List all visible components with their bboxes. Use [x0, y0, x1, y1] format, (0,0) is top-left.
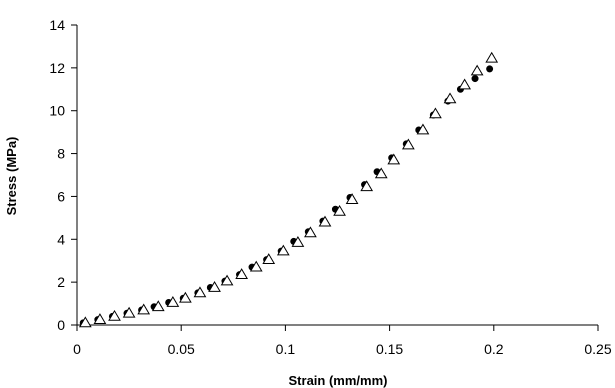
- x-tick-label: 0: [73, 341, 81, 357]
- axes: [76, 25, 598, 326]
- data-point-triangle: [193, 286, 207, 298]
- y-tick-label: 4: [57, 231, 65, 247]
- data-point-triangle: [122, 306, 136, 318]
- series-2: [78, 51, 499, 328]
- data-point-triangle: [235, 268, 249, 279]
- y-axis-ticks: 0 2 4 6 8 10 12 14: [49, 17, 77, 333]
- x-tick-label: 0.15: [376, 341, 403, 357]
- x-tick-label: 0.1: [276, 341, 296, 357]
- x-tick-label: 0.2: [484, 341, 504, 357]
- y-tick-label: 2: [57, 274, 65, 290]
- data-point-triangle: [304, 226, 317, 238]
- data-point-triangle: [360, 180, 374, 192]
- data-point-triangle: [345, 193, 359, 204]
- data-point-triangle: [291, 236, 305, 247]
- data-point-triangle: [333, 204, 346, 216]
- data-point-triangle: [249, 260, 263, 272]
- data-point-triangle: [401, 138, 415, 150]
- y-tick-label: 8: [57, 146, 65, 162]
- data-point-triangle: [443, 92, 457, 104]
- data-point-triangle: [137, 303, 151, 315]
- data-point-triangle: [208, 281, 221, 292]
- data-point-triangle: [485, 51, 499, 63]
- y-tick-label: 10: [49, 103, 65, 119]
- y-tick-label: 0: [57, 317, 65, 333]
- data-point-triangle: [93, 313, 107, 324]
- data-point-triangle: [276, 244, 290, 256]
- data-point-triangle: [178, 291, 192, 303]
- y-axis-title: Stress (MPa): [4, 137, 19, 216]
- data-point-triangle: [318, 215, 332, 227]
- data-point-triangle: [166, 296, 180, 307]
- data-point-circle: [471, 75, 479, 83]
- y-tick-label: 14: [49, 17, 65, 33]
- data-point-triangle: [374, 167, 388, 179]
- data-point-triangle: [220, 274, 234, 286]
- data-point-triangle: [470, 64, 484, 76]
- data-point-triangle: [429, 107, 442, 119]
- y-tick-label: 12: [49, 60, 65, 76]
- data-point-triangle: [151, 300, 165, 312]
- data-point-triangle: [78, 316, 92, 328]
- data-point-triangle: [262, 253, 276, 264]
- x-axis-ticks: 0 0.05 0.1 0.15 0.2 0.25: [73, 325, 612, 357]
- x-tick-label: 0.05: [168, 341, 195, 357]
- data-point-triangle: [458, 78, 471, 90]
- data-point-triangle: [387, 153, 401, 165]
- data-point-circle: [486, 65, 494, 73]
- x-axis-title: Strain (mm/mm): [289, 373, 388, 388]
- y-tick-label: 6: [57, 188, 65, 204]
- x-tick-label: 0.25: [584, 341, 611, 357]
- data-point-triangle: [416, 123, 430, 135]
- data-series: [78, 51, 499, 328]
- series-1: [79, 65, 494, 327]
- data-point-triangle: [108, 309, 121, 321]
